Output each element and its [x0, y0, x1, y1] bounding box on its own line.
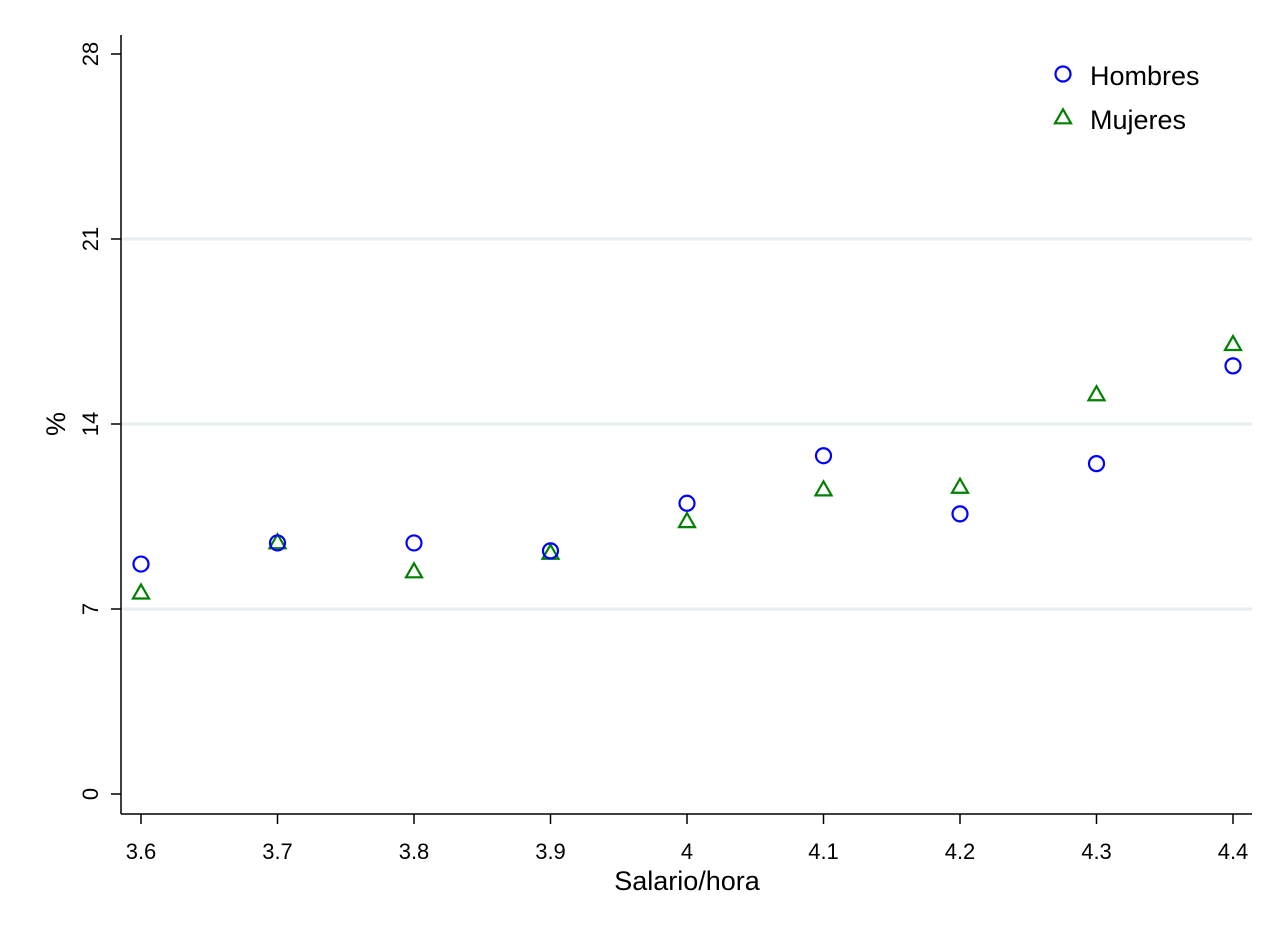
circle-point	[1224, 357, 1242, 375]
y-tick-label: 21	[78, 227, 103, 251]
x-tick-label: 4	[681, 839, 693, 864]
gridlines	[122, 237, 1252, 611]
series-mujeres	[131, 333, 1243, 600]
triangle-point	[950, 476, 970, 494]
y-tick-label: 14	[78, 412, 103, 436]
series-hombres	[132, 357, 1242, 573]
legend-circle-icon	[1054, 65, 1072, 83]
x-tick-label: 3.8	[399, 839, 430, 864]
legend: Hombres Mujeres	[1053, 61, 1200, 135]
circle-point	[1087, 455, 1106, 473]
x-tick-label: 4.1	[808, 839, 839, 864]
y-axis-title: %	[41, 412, 71, 436]
y-tick-label: 7	[78, 603, 103, 615]
circle-point	[268, 534, 287, 552]
y-tick-label: 28	[78, 42, 103, 66]
circle-point	[951, 505, 969, 523]
circle-point	[541, 542, 560, 560]
x-tick-label: 3.7	[262, 839, 293, 864]
triangle-point	[131, 582, 151, 600]
legend-label: Mujeres	[1090, 105, 1186, 135]
triangle-point	[1086, 384, 1107, 402]
triangle-point	[677, 510, 697, 529]
circle-point	[405, 534, 423, 552]
triangle-point	[404, 561, 424, 579]
data-marks	[131, 333, 1243, 600]
legend-triangle-icon	[1053, 107, 1073, 125]
triangle-point	[1223, 333, 1243, 352]
legend-item-hombres: Hombres	[1054, 61, 1200, 91]
axes: 0 7 14 21 28 3.6 3.7 3.8 3.9 4 4.1 4.2 4.3 4.4 Salario…	[41, 35, 1252, 896]
x-tick-label: 4.4	[1218, 839, 1249, 864]
triangle-point	[813, 479, 834, 497]
circle-point	[814, 447, 833, 465]
circle-point	[678, 494, 696, 512]
x-axis-title: Salario/hora	[614, 866, 761, 896]
y-tick-label: 0	[78, 788, 103, 800]
legend-label: Hombres	[1090, 61, 1200, 91]
x-tick-label: 4.3	[1081, 839, 1112, 864]
x-tick-label: 4.2	[945, 839, 976, 864]
triangle-point	[267, 532, 288, 550]
circle-point	[132, 555, 150, 573]
legend-item-mujeres: Mujeres	[1053, 105, 1186, 135]
x-tick-label: 3.6	[126, 839, 157, 864]
x-tick-label: 3.9	[535, 839, 566, 864]
